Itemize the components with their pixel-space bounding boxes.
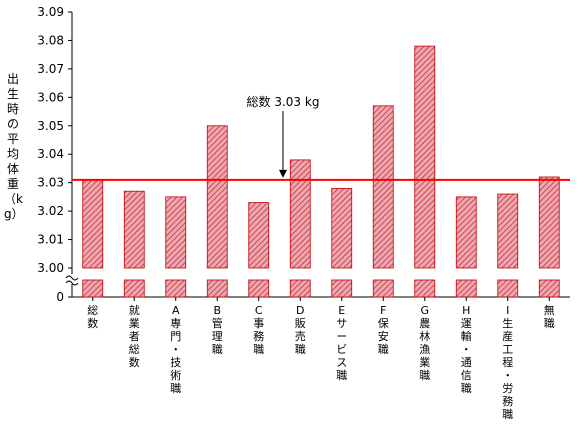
bar-lower-segment	[248, 279, 270, 298]
x-tick-label: C 事務職	[253, 304, 264, 356]
bar	[289, 159, 311, 269]
annotation-arrowhead	[279, 169, 287, 178]
x-tick-label: A 専門・技術職	[170, 304, 181, 395]
x-tick-label: 無職	[544, 303, 555, 330]
bar-lower-segment	[165, 279, 187, 298]
x-tick-label: G 農林漁業職	[419, 304, 430, 382]
y-tick-label: 3.04	[37, 147, 64, 161]
x-tick-label: 総数	[87, 303, 98, 330]
axis-break-mark	[65, 275, 79, 281]
bar-lower-segment	[497, 279, 519, 298]
y-tick-label: 3.01	[37, 233, 64, 247]
x-tick-label: D 販売職	[295, 304, 306, 356]
bar	[372, 105, 394, 269]
x-tick-label: F 保安職	[378, 304, 389, 356]
bar-lower-segment	[455, 279, 477, 298]
y-tick-label: 3.06	[37, 90, 64, 104]
y-tick-label: 3.09	[37, 5, 64, 19]
bar-lower-segment	[331, 279, 353, 298]
axis-break-mark	[65, 280, 79, 286]
bar	[331, 187, 353, 269]
y-tick-label: 3.00	[37, 261, 64, 275]
y-tick-label: 3.02	[37, 204, 64, 218]
bar	[123, 190, 145, 269]
bar-lower-segment	[414, 279, 436, 298]
x-tick-label: H 運輸・通信職	[461, 304, 472, 395]
bar	[165, 196, 187, 269]
bar-lower-segment	[206, 279, 228, 298]
x-tick-label: 就業者総数	[129, 303, 140, 369]
bar-lower-segment	[538, 279, 560, 298]
x-tick-label: E サービス職	[336, 304, 347, 382]
x-tick-label: I 生産工程・労務職	[502, 304, 513, 421]
bar-lower-segment	[372, 279, 394, 298]
bar-lower-segment	[123, 279, 145, 298]
y-tick-label: 0	[56, 290, 64, 304]
bar	[248, 202, 270, 269]
y-tick-label: 3.05	[37, 119, 64, 133]
bar	[206, 125, 228, 269]
reference-label: 総数 3.03 kg	[247, 94, 320, 109]
bar	[82, 179, 104, 269]
x-tick-label: B 管理職	[212, 304, 223, 356]
bar	[455, 196, 477, 269]
y-tick-label: 3.08	[37, 33, 64, 47]
y-tick-label: 3.03	[37, 176, 64, 190]
bar	[538, 176, 560, 269]
bar	[414, 45, 436, 269]
bar-lower-segment	[289, 279, 311, 298]
bar-lower-segment	[82, 279, 104, 298]
y-axis-title: 出生時の平均体重（kg）	[4, 72, 24, 221]
bar	[497, 193, 519, 269]
y-tick-label: 3.07	[37, 62, 64, 76]
